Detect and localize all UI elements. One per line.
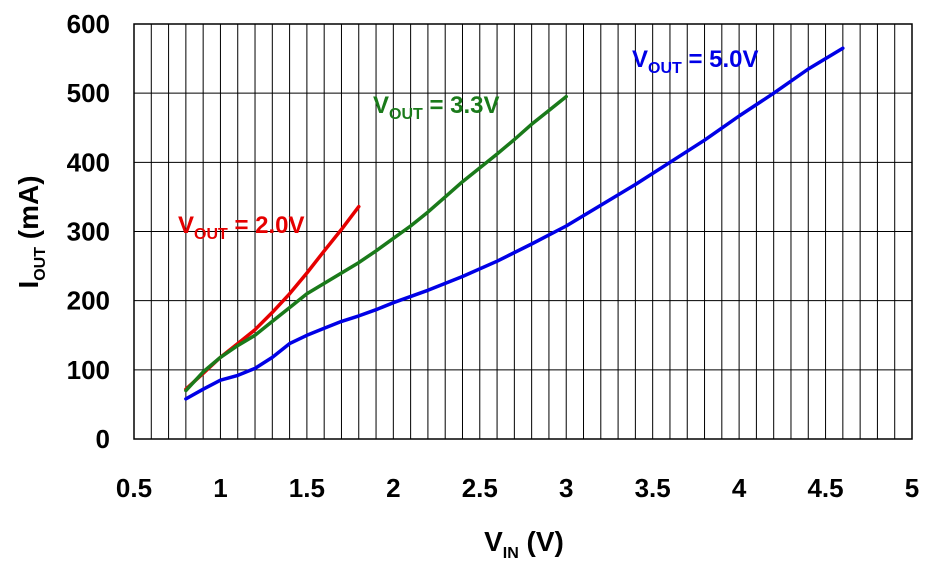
chart-grid	[134, 24, 912, 439]
x-tick-label: 1.5	[289, 473, 325, 503]
plot-frame	[133, 23, 913, 440]
series-labels: VOUT = 2.0V VOUT = 3.3V VOUT = 5.0V	[178, 46, 759, 243]
y-tick-label: 500	[67, 78, 110, 108]
y-tick-labels: 0 100 200 300 400 500 600	[67, 9, 110, 454]
x-tick-label: 1	[213, 473, 227, 503]
x-tick-label: 3	[559, 473, 573, 503]
series-line-1	[184, 94, 568, 393]
x-tick-label: 5	[905, 473, 919, 503]
y-tick-label: 100	[67, 355, 110, 385]
plot-border	[133, 23, 913, 440]
x-tick-label: 4.5	[807, 473, 843, 503]
y-tick-label: 600	[67, 9, 110, 39]
y-tick-label: 200	[67, 286, 110, 316]
y-tick-label: 0	[96, 424, 110, 454]
x-tick-label: 0.5	[116, 473, 152, 503]
y-axis-label: IOUT (mA)	[13, 175, 49, 288]
x-axis-label: VIN (V)	[484, 526, 564, 561]
series-label-vout-2v: VOUT = 2.0V	[178, 212, 305, 243]
y-tick-label: 300	[67, 217, 110, 247]
series-line-2	[184, 46, 845, 401]
x-tick-labels: 0.5 1 1.5 2 2.5 3 3.5 4 4.5 5	[116, 473, 919, 503]
x-tick-label: 2	[386, 473, 400, 503]
x-tick-label: 3.5	[635, 473, 671, 503]
x-tick-label: 4	[732, 473, 747, 503]
series-lines	[184, 46, 845, 401]
series-label-vout-3-3v: VOUT = 3.3V	[373, 92, 500, 123]
series-label-vout-5v: VOUT = 5.0V	[632, 46, 759, 77]
x-tick-label: 2.5	[462, 473, 498, 503]
y-tick-label: 400	[67, 147, 110, 177]
